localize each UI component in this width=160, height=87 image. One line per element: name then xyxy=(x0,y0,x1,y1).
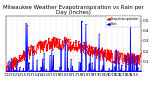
Legend: Evapotranspiration, Rain: Evapotranspiration, Rain xyxy=(106,16,140,27)
Title: Milwaukee Weather Evapotranspiration vs Rain per Day (Inches): Milwaukee Weather Evapotranspiration vs … xyxy=(3,5,144,15)
